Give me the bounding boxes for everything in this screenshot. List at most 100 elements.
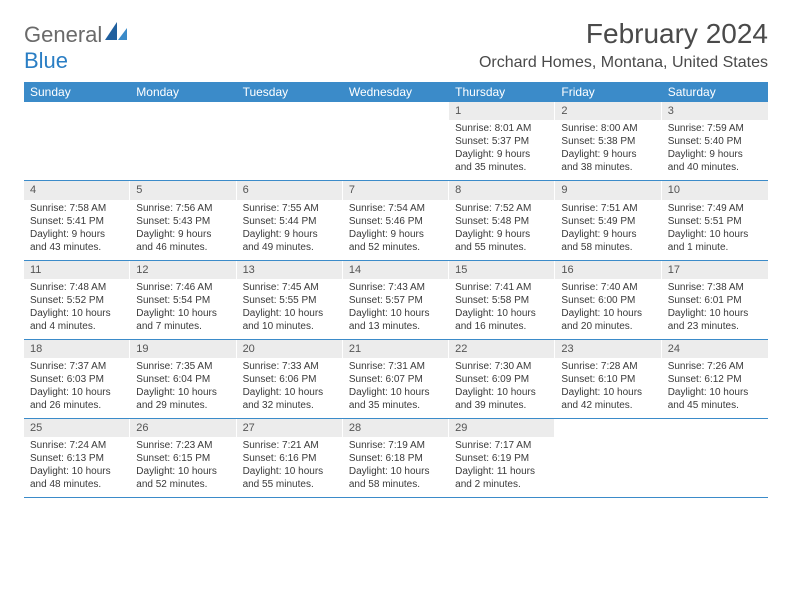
day-number: 9 xyxy=(555,181,661,199)
day-cell: 5Sunrise: 7:56 AMSunset: 5:43 PMDaylight… xyxy=(130,181,236,259)
daylight-line: Daylight: 11 hours and 2 minutes. xyxy=(455,465,549,491)
day-number: 22 xyxy=(449,340,555,358)
sunrise-line: Sunrise: 7:51 AM xyxy=(561,202,655,215)
day-cell: 9Sunrise: 7:51 AMSunset: 5:49 PMDaylight… xyxy=(555,181,661,259)
sunrise-line: Sunrise: 7:43 AM xyxy=(349,281,443,294)
sunset-line: Sunset: 5:57 PM xyxy=(349,294,443,307)
daylight-line: Daylight: 9 hours and 55 minutes. xyxy=(455,228,549,254)
sunset-line: Sunset: 6:16 PM xyxy=(243,452,337,465)
day-cell: 26Sunrise: 7:23 AMSunset: 6:15 PMDayligh… xyxy=(130,419,236,497)
sunset-line: Sunset: 6:13 PM xyxy=(30,452,124,465)
day-info: Sunrise: 7:51 AMSunset: 5:49 PMDaylight:… xyxy=(555,200,661,260)
day-number: 24 xyxy=(662,340,768,358)
sunset-line: Sunset: 5:58 PM xyxy=(455,294,549,307)
sunset-line: Sunset: 5:54 PM xyxy=(136,294,230,307)
day-number: 23 xyxy=(555,340,661,358)
day-info: Sunrise: 7:30 AMSunset: 6:09 PMDaylight:… xyxy=(449,358,555,418)
daylight-line: Daylight: 10 hours and 42 minutes. xyxy=(561,386,655,412)
empty-day-number xyxy=(24,102,130,120)
sunrise-line: Sunrise: 8:00 AM xyxy=(561,122,655,135)
day-info: Sunrise: 7:21 AMSunset: 6:16 PMDaylight:… xyxy=(237,437,343,497)
sunrise-line: Sunrise: 7:37 AM xyxy=(30,360,124,373)
day-info: Sunrise: 7:45 AMSunset: 5:55 PMDaylight:… xyxy=(237,279,343,339)
sunset-line: Sunset: 5:41 PM xyxy=(30,215,124,228)
day-cell: 24Sunrise: 7:26 AMSunset: 6:12 PMDayligh… xyxy=(662,340,768,418)
empty-day-cell xyxy=(555,419,661,497)
sunrise-line: Sunrise: 7:56 AM xyxy=(136,202,230,215)
sunset-line: Sunset: 6:01 PM xyxy=(668,294,762,307)
day-number: 7 xyxy=(343,181,449,199)
sunrise-line: Sunrise: 7:24 AM xyxy=(30,439,124,452)
day-cell: 18Sunrise: 7:37 AMSunset: 6:03 PMDayligh… xyxy=(24,340,130,418)
sunset-line: Sunset: 5:44 PM xyxy=(243,215,337,228)
sunrise-line: Sunrise: 7:41 AM xyxy=(455,281,549,294)
day-cell: 12Sunrise: 7:46 AMSunset: 5:54 PMDayligh… xyxy=(130,261,236,339)
daylight-line: Daylight: 10 hours and 4 minutes. xyxy=(30,307,124,333)
daylight-line: Daylight: 9 hours and 46 minutes. xyxy=(136,228,230,254)
day-info: Sunrise: 7:55 AMSunset: 5:44 PMDaylight:… xyxy=(237,200,343,260)
weeks-container: 1 Sunrise: 8:01 AMSunset: 5:37 PM Daylight… xyxy=(24,102,768,498)
day-number: 3 xyxy=(662,102,768,120)
day-number: 1 xyxy=(449,102,555,120)
day-info: Sunrise: 7:40 AMSunset: 6:00 PMDaylight:… xyxy=(555,279,661,339)
title-block: February 2024 Orchard Homes, Montana, Un… xyxy=(479,18,768,72)
day-header-cell: Friday xyxy=(555,82,661,102)
day-info: Sunrise: 7:46 AMSunset: 5:54 PMDaylight:… xyxy=(130,279,236,339)
daylight-line: Daylight: 10 hours and 10 minutes. xyxy=(243,307,337,333)
day-number: 21 xyxy=(343,340,449,358)
sunset-line: Sunset: 5:52 PM xyxy=(30,294,124,307)
day-info: Sunrise: 7:48 AMSunset: 5:52 PMDaylight:… xyxy=(24,279,130,339)
sunrise-line: Sunrise: 7:48 AM xyxy=(30,281,124,294)
sunrise-line: Sunrise: 7:21 AM xyxy=(243,439,337,452)
sunrise-line: Sunrise: 7:30 AM xyxy=(455,360,549,373)
day-info: Sunrise: 7:31 AMSunset: 6:07 PMDaylight:… xyxy=(343,358,449,418)
day-cell: 21Sunrise: 7:31 AMSunset: 6:07 PMDayligh… xyxy=(343,340,449,418)
day-info: Sunrise: 7:38 AMSunset: 6:01 PMDaylight:… xyxy=(662,279,768,339)
day-cell: 3Sunrise: 7:59 AMSunset: 5:40 PMDaylight… xyxy=(662,102,768,180)
header: General February 2024 Orchard Homes, Mon… xyxy=(24,18,768,72)
day-number: 12 xyxy=(130,261,236,279)
sunset-line: Sunset: 5:48 PM xyxy=(455,215,549,228)
day-number: 14 xyxy=(343,261,449,279)
location: Orchard Homes, Montana, United States xyxy=(479,54,768,72)
daylight-line: Daylight: 9 hours and 52 minutes. xyxy=(349,228,443,254)
day-number: 4 xyxy=(24,181,130,199)
day-cell: 11Sunrise: 7:48 AMSunset: 5:52 PMDayligh… xyxy=(24,261,130,339)
day-cell: 10Sunrise: 7:49 AMSunset: 5:51 PMDayligh… xyxy=(662,181,768,259)
calendar: SundayMondayTuesdayWednesdayThursdayFrid… xyxy=(24,82,768,498)
sunset-line: Sunset: 5:38 PM xyxy=(561,135,655,148)
sunrise-line: Sunrise: 7:33 AM xyxy=(243,360,337,373)
day-number: 8 xyxy=(449,181,555,199)
daylight-line: Daylight: 9 hours and 40 minutes. xyxy=(668,148,762,174)
week-row: 1 Sunrise: 8:01 AMSunset: 5:37 PM Daylight… xyxy=(24,102,768,181)
daylight-line: Daylight: 10 hours and 58 minutes. xyxy=(349,465,443,491)
sunrise-line: Sunrise: 7:54 AM xyxy=(349,202,443,215)
sunset-line: Sunset: 5:46 PM xyxy=(349,215,443,228)
sunset-line: Sunset: 5:37 PM xyxy=(455,135,549,148)
day-info: Sunrise: 7:23 AMSunset: 6:15 PMDaylight:… xyxy=(130,437,236,497)
logo-text-b: Blue xyxy=(24,48,68,73)
week-row: 25Sunrise: 7:24 AMSunset: 6:13 PMDayligh… xyxy=(24,419,768,498)
day-header-cell: Monday xyxy=(130,82,236,102)
sunset-line: Sunset: 6:06 PM xyxy=(243,373,337,386)
sunrise-line: Sunrise: 8:01 AM xyxy=(455,122,549,135)
daylight-line: Daylight: 10 hours and 32 minutes. xyxy=(243,386,337,412)
sunset-line: Sunset: 6:19 PM xyxy=(455,452,549,465)
sunrise-line: Sunrise: 7:40 AM xyxy=(561,281,655,294)
daylight-line: Daylight: 9 hours and 58 minutes. xyxy=(561,228,655,254)
daylight-line: Daylight: 10 hours and 7 minutes. xyxy=(136,307,230,333)
sunset-line: Sunset: 6:07 PM xyxy=(349,373,443,386)
day-cell: 17Sunrise: 7:38 AMSunset: 6:01 PMDayligh… xyxy=(662,261,768,339)
sunrise-line: Sunrise: 7:46 AM xyxy=(136,281,230,294)
week-row: 4Sunrise: 7:58 AMSunset: 5:41 PMDaylight… xyxy=(24,181,768,260)
sunrise-line: Sunrise: 7:45 AM xyxy=(243,281,337,294)
daylight-line: Daylight: 10 hours and 23 minutes. xyxy=(668,307,762,333)
daylight-line: Daylight: 10 hours and 26 minutes. xyxy=(30,386,124,412)
daylight-line: Daylight: 9 hours and 49 minutes. xyxy=(243,228,337,254)
day-info: Sunrise: 7:28 AMSunset: 6:10 PMDaylight:… xyxy=(555,358,661,418)
day-info: Sunrise: 7:59 AMSunset: 5:40 PMDaylight:… xyxy=(662,120,768,180)
daylight-line: Daylight: 10 hours and 45 minutes. xyxy=(668,386,762,412)
sunset-line: Sunset: 5:49 PM xyxy=(561,215,655,228)
daylight-line: Daylight: 10 hours and 13 minutes. xyxy=(349,307,443,333)
empty-day-cell xyxy=(24,102,130,180)
